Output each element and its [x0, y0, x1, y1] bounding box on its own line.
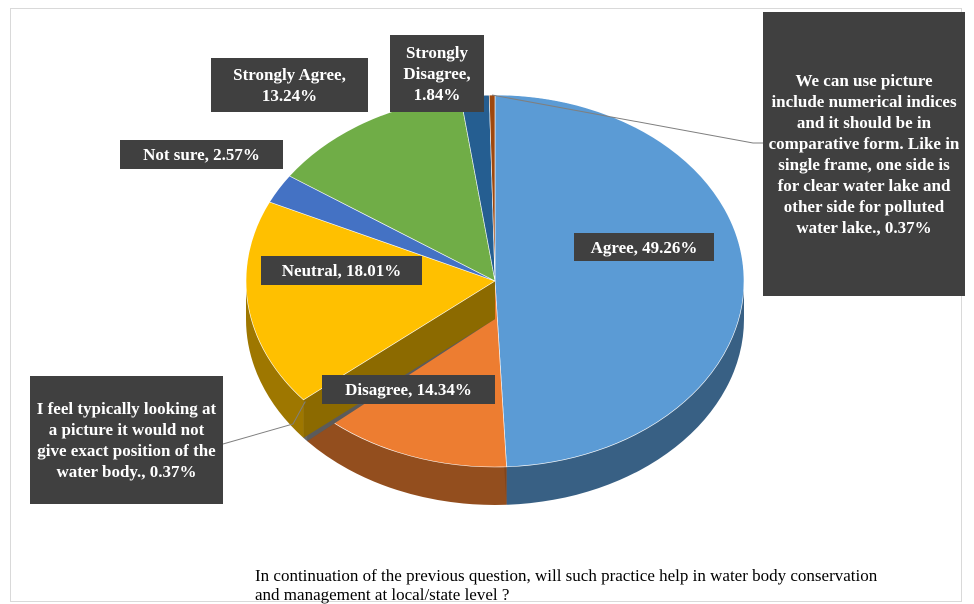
- slice-top: [494, 94, 745, 468]
- slice-side: [307, 403, 507, 505]
- chart-frame: [10, 8, 962, 602]
- data-label: I feel typically looking at a picture it…: [30, 376, 223, 504]
- data-label: Strongly Agree, 13.24%: [211, 58, 368, 112]
- leader-line: [222, 401, 306, 445]
- data-label: Not sure, 2.57%: [120, 140, 283, 169]
- data-label: Strongly Disagree, 1.84%: [390, 35, 484, 112]
- leader-line: [492, 94, 763, 144]
- slice-top: [245, 201, 496, 401]
- data-label: Agree, 49.26%: [574, 233, 714, 261]
- slice-side: [506, 281, 744, 505]
- data-label: Neutral, 18.01%: [261, 256, 422, 285]
- data-label: Disagree, 14.34%: [322, 375, 495, 404]
- slice-side: [246, 281, 304, 438]
- data-label: We can use picture include numerical ind…: [763, 12, 965, 296]
- pie-slice: [494, 94, 745, 505]
- chart-title: In continuation of the previous question…: [255, 566, 878, 604]
